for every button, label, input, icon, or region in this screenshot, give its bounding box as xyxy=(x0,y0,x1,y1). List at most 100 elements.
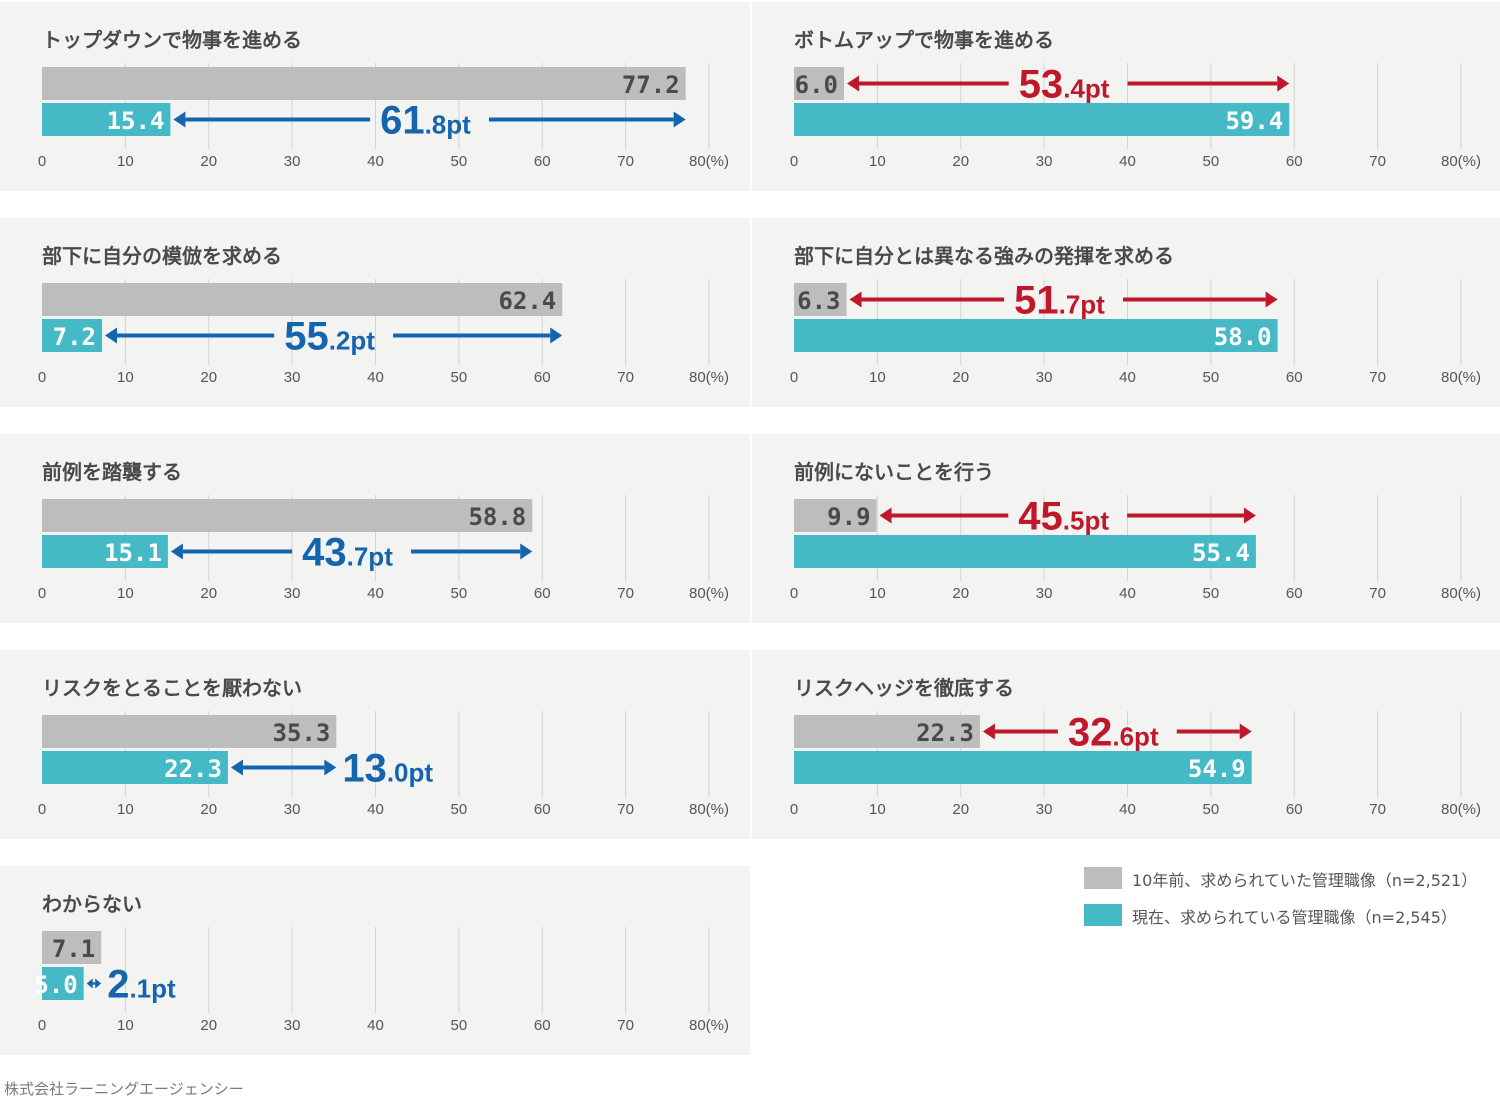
tick-label: 0 xyxy=(38,585,46,602)
arrowhead-left xyxy=(847,75,860,92)
chart-title: トップダウンで物事を進める xyxy=(42,28,302,52)
arrowhead-left xyxy=(170,543,183,560)
bar-label-current: 15.4 xyxy=(107,107,165,135)
tick-label: 20 xyxy=(200,153,217,170)
arrowhead-right xyxy=(520,543,533,560)
bar-label-current: 5.0 xyxy=(34,971,77,999)
tick-label: 50 xyxy=(451,369,468,386)
difference-arrow xyxy=(173,111,686,128)
tick-label: 50 xyxy=(451,801,468,818)
chart-title: ボトムアップで物事を進める xyxy=(794,28,1054,52)
tick-label: 30 xyxy=(1036,153,1053,170)
tick-label: 80(%) xyxy=(689,585,729,602)
bar-current xyxy=(42,967,84,1000)
bar-label-current: 58.0 xyxy=(1214,323,1272,351)
tick-label: 60 xyxy=(534,1017,551,1034)
arrowhead-right xyxy=(1265,291,1278,308)
tick-label: 70 xyxy=(617,801,634,818)
chart-panel: わからない 0 10 20 30 40 50 60 70 80(%) 7.1 5.0 2.1pt xyxy=(0,866,750,1055)
bar-past xyxy=(794,715,980,748)
tick-label: 50 xyxy=(1203,585,1220,602)
chart-svg: 0 10 20 30 40 50 60 70 80(%) 6.3 58.0 51.7pt xyxy=(790,279,1481,387)
bar-label-current: 59.4 xyxy=(1225,107,1283,135)
tick-label: 60 xyxy=(1286,585,1303,602)
tick-label: 40 xyxy=(367,369,384,386)
tick-label: 30 xyxy=(284,369,301,386)
tick-label: 50 xyxy=(451,585,468,602)
tick-label: 70 xyxy=(617,1017,634,1034)
chart-panel: トップダウンで物事を進める 0 10 20 30 40 50 60 70 80(%) 77.2 15.… xyxy=(0,2,750,191)
chart-svg: 0 10 20 30 40 50 60 70 80(%) 58.8 15.1 43.7pt xyxy=(38,495,729,602)
tick-label: 30 xyxy=(1036,801,1053,818)
bar-label-past: 62.4 xyxy=(498,287,556,315)
bar-label-current: 55.4 xyxy=(1192,539,1250,567)
tick-label: 60 xyxy=(534,585,551,602)
tick-label: 0 xyxy=(790,369,798,386)
tick-label: 60 xyxy=(1286,369,1303,386)
tick-label: 30 xyxy=(284,1017,301,1034)
tick-label: 80(%) xyxy=(689,801,729,818)
arrowhead-left xyxy=(230,759,243,776)
difference-arrow xyxy=(849,291,1278,308)
tick-label: 80(%) xyxy=(1441,369,1481,386)
chart-panel: 部下に自分の模倣を求める 0 10 20 30 40 50 60 70 80(%) 62.4 7.2 5… xyxy=(0,218,750,407)
arrowhead-right xyxy=(324,759,337,776)
tick-label: 60 xyxy=(534,801,551,818)
tick-label: 70 xyxy=(1369,369,1386,386)
chart-svg: 0 10 20 30 40 50 60 70 80(%) 62.4 7.2 55.2pt xyxy=(38,279,729,386)
bar-label-past: 35.3 xyxy=(273,719,331,747)
bar-label-past: 77.2 xyxy=(622,71,680,99)
arrowhead-left xyxy=(173,111,186,128)
tick-label: 50 xyxy=(1203,153,1220,170)
difference-arrow xyxy=(879,507,1256,524)
column-divider xyxy=(750,0,752,860)
bar-past xyxy=(42,283,563,316)
tick-label: 50 xyxy=(451,1017,468,1034)
difference-label: 13.0pt xyxy=(342,747,433,791)
arrowhead-left xyxy=(105,327,118,344)
difference-label: 2.1pt xyxy=(107,963,176,1007)
tick-label: 0 xyxy=(38,1017,46,1034)
difference-arrow xyxy=(230,759,337,776)
tick-label: 70 xyxy=(617,153,634,170)
tick-label: 0 xyxy=(38,369,46,386)
difference-label: 53.4pt xyxy=(1019,63,1110,107)
difference-label: 61.8pt xyxy=(380,99,471,143)
chart-title: リスクヘッジを徹底する xyxy=(794,676,1014,700)
bar-label-past: 6.0 xyxy=(795,71,838,99)
difference-arrow xyxy=(847,75,1290,92)
tick-label: 50 xyxy=(1203,801,1220,818)
bar-label-current: 15.1 xyxy=(104,539,162,567)
chart-title: リスクをとることを厭わない xyxy=(42,676,302,700)
arrowhead-left xyxy=(86,978,93,989)
tick-label: 30 xyxy=(284,585,301,602)
tick-label: 20 xyxy=(200,585,217,602)
tick-label: 70 xyxy=(1369,585,1386,602)
bar-label-current: 22.3 xyxy=(164,755,222,783)
tick-label: 40 xyxy=(367,1017,384,1034)
bar-past xyxy=(42,499,533,532)
bar-label-past: 22.3 xyxy=(916,719,974,747)
chart-svg: 0 10 20 30 40 50 60 70 80(%) 9.9 55.4 45.5pt xyxy=(790,495,1481,603)
bar-past xyxy=(42,931,102,964)
difference-label: 32.6pt xyxy=(1068,711,1159,755)
legend-label-current: 現在、求められている管理職像（n=2,545） xyxy=(1132,908,1457,927)
arrowhead-left xyxy=(849,291,862,308)
tick-label: 40 xyxy=(367,585,384,602)
chart-panel: リスクヘッジを徹底する 0 10 20 30 40 50 60 70 80(%) 22.3 54.9 3… xyxy=(752,650,1500,839)
chart-title: 前例を踏襲する xyxy=(42,460,182,484)
tick-label: 40 xyxy=(367,801,384,818)
tick-label: 70 xyxy=(617,369,634,386)
tick-label: 10 xyxy=(869,585,886,602)
tick-label: 80(%) xyxy=(689,369,729,386)
chart-panel: 前例にないことを行う 0 10 20 30 40 50 60 70 80(%) 9.9 55.4 45.… xyxy=(752,434,1500,623)
tick-label: 10 xyxy=(869,801,886,818)
tick-label: 0 xyxy=(790,801,798,818)
tick-label: 20 xyxy=(952,801,969,818)
chart-title: 部下に自分とは異なる強みの発揮を求める xyxy=(794,244,1174,268)
difference-arrow xyxy=(982,723,1252,740)
tick-label: 40 xyxy=(1119,801,1136,818)
arrowhead-right xyxy=(550,327,563,344)
bar-label-past: 6.3 xyxy=(797,287,840,315)
